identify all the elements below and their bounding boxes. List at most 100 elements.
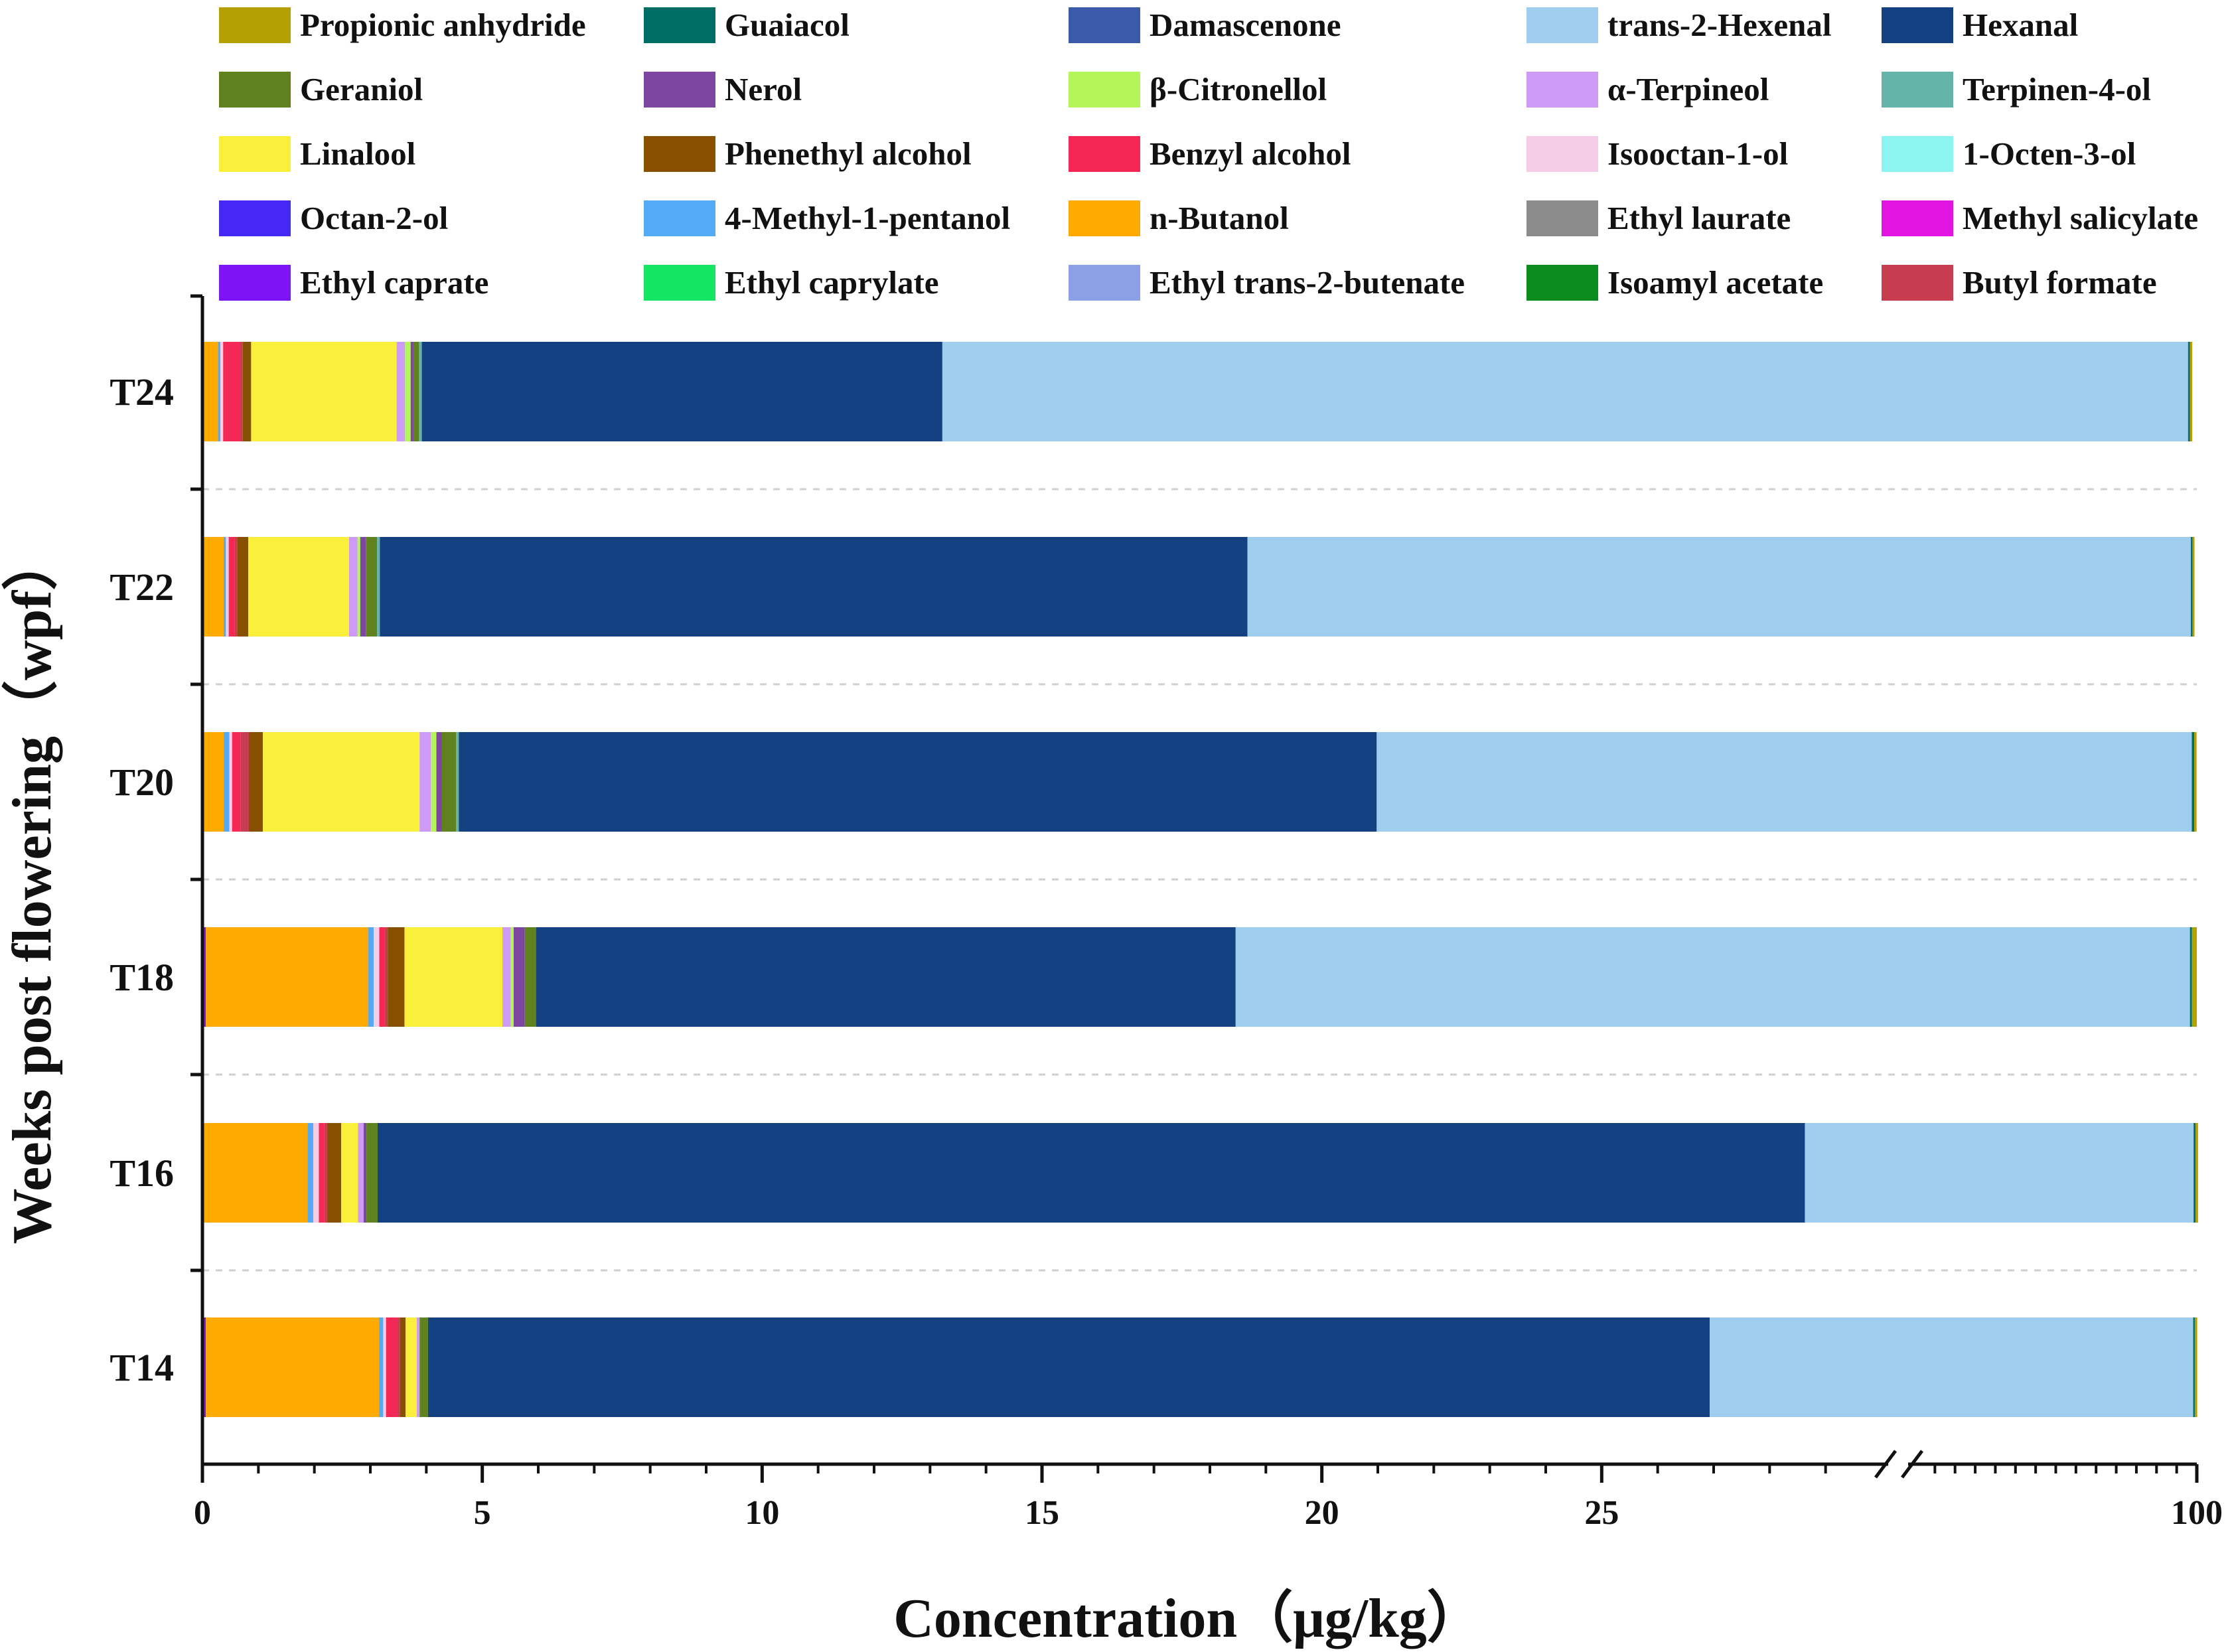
legend-swatch xyxy=(644,7,715,43)
legend-item-damascenone: Damascenone xyxy=(1069,7,1341,43)
legend-item-geraniol: Geraniol xyxy=(219,71,423,108)
bar-segment-benzyl-alcohol xyxy=(232,732,241,832)
bar-segment-butyl-formate xyxy=(234,537,238,637)
bar-segment-n-butanol xyxy=(206,927,368,1027)
legend-item-ethyl-caprate: Ethyl caprate xyxy=(219,264,488,301)
legend-item-terpinen-4-ol: Terpinen-4-ol xyxy=(1882,71,2151,108)
bar-segment-terpinen-4-ol xyxy=(419,342,422,441)
bar-segment-phenethyl-alcohol xyxy=(388,927,405,1027)
bar-segment-phenethyl-alcohol xyxy=(242,342,252,441)
bar-segment-trans-2-hexenal xyxy=(1882,1317,2193,1417)
x-tick-label: 10 xyxy=(745,1494,779,1532)
bar-segment-trans-2-hexenal xyxy=(1235,927,1882,1027)
bar-segment-butyl-formate xyxy=(240,732,249,832)
bar-segment-hexanal xyxy=(427,1317,1710,1417)
legend-swatch xyxy=(219,200,291,236)
bar-segment-linalool xyxy=(406,1317,417,1417)
bar-segment-guaiacol xyxy=(2190,927,2192,1027)
bar-segment-trans-2-hexenal xyxy=(1882,927,2190,1027)
bar-segment-damascenone xyxy=(2188,342,2189,441)
legend-item-methyl-salicylate: Methyl salicylate xyxy=(1882,200,2198,236)
bar-segment-isooctan-1-ol xyxy=(226,537,229,637)
bar-segment-n-butanol xyxy=(204,537,224,637)
bar-segment-trans-2-hexenal xyxy=(1376,732,1882,832)
bar-segment-isooctan-1-ol xyxy=(383,1317,386,1417)
legend-swatch xyxy=(219,7,291,43)
bar-segment-linalool xyxy=(251,342,397,441)
legend-swatch xyxy=(1882,265,1953,301)
bar-segment-guaiacol xyxy=(2193,1317,2195,1417)
bar-t24 xyxy=(202,342,2193,441)
bar-segment-nerol xyxy=(436,732,442,832)
bar-t18 xyxy=(202,927,2197,1027)
bar-segment-ethyl-caprate xyxy=(204,1317,206,1417)
x-tick-label: 20 xyxy=(1305,1494,1339,1532)
bar-segment-hexanal xyxy=(421,342,942,441)
bar-segment-alpha-terpineol xyxy=(502,927,511,1027)
y-tick-label: T24 xyxy=(110,370,174,413)
gridlines xyxy=(202,488,2197,1272)
y-tick-label: T20 xyxy=(110,761,174,804)
legend-label: β-Citronellol xyxy=(1150,71,1327,108)
legend-item-butyl-formate: Butyl formate xyxy=(1882,264,2157,301)
legend-item-nerol: Nerol xyxy=(644,71,802,108)
bar-segment-benzyl-alcohol xyxy=(319,1123,325,1223)
bar-segment-linalool xyxy=(263,732,420,832)
bar-segment-trans-2-hexenal xyxy=(1805,1123,1882,1223)
bar-t20 xyxy=(202,732,2197,832)
legend-label: 4-Methyl-1-pentanol xyxy=(725,200,1010,236)
bars xyxy=(202,342,2198,1417)
x-tick-label: 15 xyxy=(1025,1494,1059,1532)
legend-item-trans-2-hexenal: trans-2-Hexenal xyxy=(1526,7,1832,43)
bar-segment-alpha-terpineol xyxy=(416,1317,420,1417)
bar-segment-nerol xyxy=(410,342,413,441)
bar-segment-hexanal xyxy=(377,1123,1805,1223)
bar-segment-n-butanol xyxy=(204,1123,308,1223)
legend-item-4-methyl-1-pentanol: 4-Methyl-1-pentanol xyxy=(644,200,1010,236)
x-tick-label: 100 xyxy=(2171,1494,2223,1532)
bar-segment-propionic-anhydride xyxy=(2195,1123,2198,1223)
bar-segment-geraniol xyxy=(413,342,419,441)
bar-segment-alpha-terpineol xyxy=(358,1123,364,1223)
bar-segment-isooctan-1-ol xyxy=(374,927,380,1027)
bar-segment-trans-2-hexenal xyxy=(1882,732,2192,832)
legend-item-guaiacol: Guaiacol xyxy=(644,7,850,43)
legend-label: Ethyl trans-2-butenate xyxy=(1150,264,1465,301)
legend-label: n-Butanol xyxy=(1150,200,1289,236)
bar-segment-trans-2-hexenal xyxy=(1882,1123,2194,1223)
legend-label: Phenethyl alcohol xyxy=(725,135,972,172)
bar-segment-propionic-anhydride xyxy=(2192,927,2197,1027)
bar-segment-alpha-terpineol xyxy=(396,342,406,441)
bar-segment-geraniol xyxy=(524,927,536,1027)
legend-swatch xyxy=(644,265,715,301)
bar-segment-phenethyl-alcohol xyxy=(327,1123,342,1223)
legend-item-octan-2-ol: Octan-2-ol xyxy=(219,200,448,236)
bar-segment-isooctan-1-ol xyxy=(220,342,224,441)
legend-item-linalool: Linalool xyxy=(219,135,415,172)
axis-break-mark xyxy=(1874,1450,1897,1479)
legend-swatch xyxy=(1526,7,1598,43)
bar-t14 xyxy=(202,1317,2197,1417)
legend-swatch xyxy=(219,265,291,301)
bar-segment-n-butanol xyxy=(204,732,224,832)
x-tick-label: 0 xyxy=(194,1494,211,1532)
x-tick-label: 5 xyxy=(474,1494,491,1532)
bar-t22 xyxy=(202,537,2195,637)
bar-segment-benzyl-alcohol xyxy=(228,537,235,637)
bar-segment-4-methyl-1-pentanol xyxy=(218,342,220,441)
legend-swatch xyxy=(219,72,291,108)
bar-segment-benzyl-alcohol xyxy=(379,927,385,1027)
bar-segment-guaiacol xyxy=(2188,342,2190,441)
x-axis-title: Concentration（μg/kg） xyxy=(893,1588,1483,1649)
legend-swatch xyxy=(1882,72,1953,108)
legend-label: Ethyl caprylate xyxy=(725,264,939,301)
legend-swatch xyxy=(644,136,715,172)
bar-segment-nerol xyxy=(363,1123,367,1223)
legend-swatch xyxy=(1882,7,1953,43)
legend-item-propionic-anhydride: Propionic anhydride xyxy=(219,7,586,43)
legend-label: Ethyl caprate xyxy=(300,264,488,301)
legend-item-ethyl-trans-2-butenate: Ethyl trans-2-butenate xyxy=(1069,264,1465,301)
bar-segment-beta-citronellol xyxy=(405,342,411,441)
legend-swatch xyxy=(1526,136,1598,172)
bar-segment-4-methyl-1-pentanol xyxy=(224,732,230,832)
